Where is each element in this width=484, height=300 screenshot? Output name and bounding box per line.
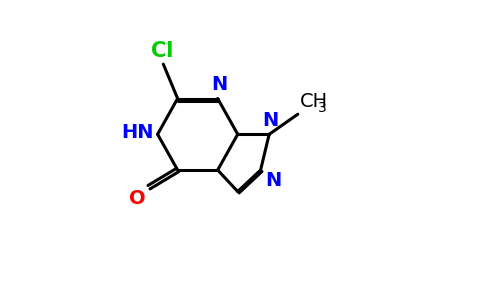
Text: Cl: Cl xyxy=(151,41,173,61)
Text: N: N xyxy=(262,111,279,130)
Text: CH: CH xyxy=(300,92,328,111)
Text: HN: HN xyxy=(121,123,153,142)
Text: N: N xyxy=(266,172,282,190)
Text: 3: 3 xyxy=(318,101,327,115)
Text: O: O xyxy=(129,189,146,208)
Text: N: N xyxy=(211,75,227,94)
